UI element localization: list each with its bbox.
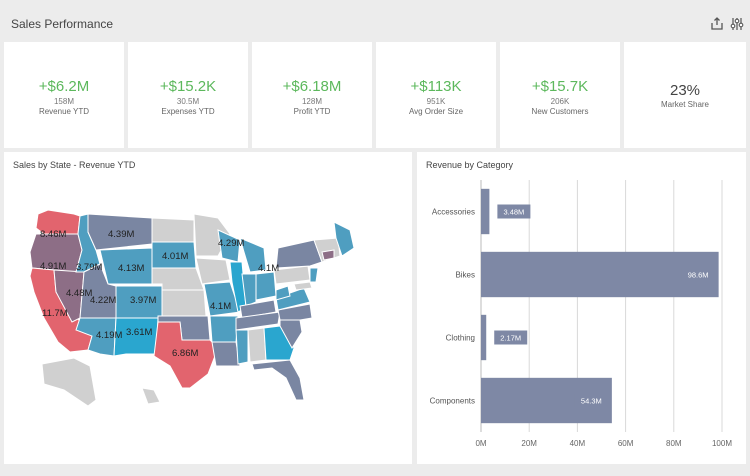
- category-label: Clothing: [446, 334, 475, 343]
- dashboard-header: Sales Performance: [0, 0, 750, 40]
- dashboard-title: Sales Performance: [11, 17, 114, 31]
- state-montana: [87, 213, 153, 251]
- kpi-card-market-share[interactable]: 23% Market Share: [624, 42, 746, 148]
- data-label: 2.17M: [500, 334, 521, 343]
- state-new-jersey: [309, 267, 319, 283]
- map-title: Sales by State - Revenue YTD: [13, 160, 136, 170]
- kpi-target: 128M: [301, 97, 322, 106]
- kpi-card-avg-order[interactable]: +$113K 951K Avg Order Size: [376, 42, 496, 148]
- state-maryland: [293, 281, 313, 291]
- kpi-card-new-customers[interactable]: +$15.7K 206K New Customers: [500, 42, 620, 148]
- state-virginia: [275, 287, 311, 311]
- state-west-virginia: [275, 285, 291, 301]
- state-alaska: [41, 357, 97, 407]
- category-label: Accessories: [432, 208, 475, 217]
- bar: [481, 314, 487, 361]
- x-tick-label: 20M: [521, 439, 537, 448]
- data-label-box: [494, 330, 528, 345]
- kpi-value: 23%: [669, 82, 701, 99]
- state-missouri: [203, 281, 241, 317]
- x-tick-label: 60M: [618, 439, 634, 448]
- x-tick-label: 40M: [570, 439, 586, 448]
- kpi-value: +$6.2M: [38, 78, 90, 95]
- state-pennsylvania: [273, 265, 311, 285]
- state-oregon: [29, 233, 83, 273]
- state-colorado: [115, 285, 163, 319]
- state-mississippi: [235, 329, 249, 365]
- x-tick-label: 100M: [712, 439, 732, 448]
- kpi-card-revenue[interactable]: +$6.2M 158M Revenue YTD: [4, 42, 124, 148]
- state-georgia: [263, 325, 295, 361]
- category-bar-chart[interactable]: 0M 20M 40M 60M 80M 100M Accessories 3.48M Bikes 9…: [417, 152, 746, 464]
- data-label: 54.3M: [581, 397, 602, 406]
- kpi-value: +$15.2K: [159, 78, 217, 95]
- data-label-box: [681, 267, 715, 282]
- state-florida: [251, 359, 305, 401]
- state-wyoming: [99, 247, 153, 285]
- kpi-target: 158M: [53, 97, 74, 106]
- state-maine: [333, 221, 355, 257]
- state-washington: [35, 209, 81, 235]
- kpi-card-profit[interactable]: +$6.18M 128M Profit YTD: [252, 42, 372, 148]
- category-label: Components: [430, 397, 475, 406]
- data-label: 3.48M: [503, 208, 524, 217]
- kpi-target: 30.5M: [176, 97, 200, 106]
- state-louisiana: [211, 341, 241, 367]
- state-alabama: [247, 327, 267, 363]
- bar: [481, 251, 719, 298]
- us-map[interactable]: [4, 152, 412, 464]
- state-massachusetts: [321, 249, 335, 261]
- data-label: 98.6M: [688, 271, 709, 280]
- kpi-value: +$113K: [410, 78, 462, 95]
- kpi-value: +$6.18M: [282, 78, 342, 95]
- state-south-dakota: [151, 241, 197, 269]
- map-panel: Sales by State - Revenue YTD: [4, 152, 412, 464]
- state-kansas: [161, 289, 207, 317]
- data-label-box: [574, 393, 608, 408]
- kpi-target: 951K: [426, 97, 446, 106]
- state-new-mexico: [113, 317, 159, 357]
- kpi-label: Expenses YTD: [161, 107, 215, 116]
- kpi-card-expenses[interactable]: +$15.2K 30.5M Expenses YTD: [128, 42, 248, 148]
- kpi-target: 206K: [550, 97, 570, 106]
- state-wisconsin: [217, 229, 241, 263]
- kpi-label: Avg Order Size: [408, 107, 464, 116]
- state-north-dakota: [151, 217, 195, 243]
- kpi-label: Profit YTD: [293, 107, 331, 116]
- category-label: Bikes: [455, 271, 475, 280]
- state-indiana: [241, 273, 257, 307]
- state-texas: [153, 321, 219, 389]
- category-panel: Revenue by Category 0M 20M 40M 60M 80M 100M Ac…: [417, 152, 746, 464]
- kpi-label: Market Share: [660, 100, 710, 109]
- chart-title: Revenue by Category: [426, 160, 514, 170]
- state-north-carolina: [277, 303, 313, 321]
- x-tick-label: 0M: [475, 439, 486, 448]
- data-label-box: [497, 204, 531, 219]
- export-icon[interactable]: [710, 17, 724, 31]
- kpi-label: New Customers: [531, 107, 589, 116]
- state-tennessee: [235, 311, 281, 331]
- state-arkansas: [209, 315, 239, 343]
- bar: [481, 188, 490, 235]
- x-tick-label: 80M: [666, 439, 682, 448]
- state-new-york: [275, 239, 323, 269]
- state-michigan: [239, 237, 267, 273]
- kpi-label: Revenue YTD: [38, 107, 90, 116]
- kpi-value: +$15.7K: [531, 78, 589, 95]
- state-hawaii: [141, 387, 161, 405]
- parameters-icon[interactable]: [730, 17, 744, 31]
- state-ohio: [255, 271, 277, 301]
- state-iowa: [195, 257, 231, 285]
